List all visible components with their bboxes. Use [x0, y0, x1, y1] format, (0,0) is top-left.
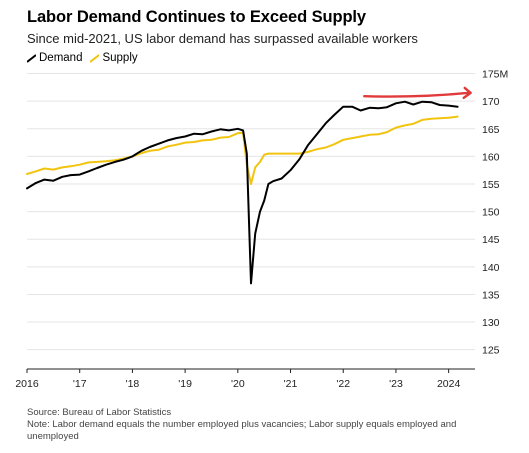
legend-swatch-demand [27, 53, 36, 63]
y-tick-label: 170 [482, 96, 500, 108]
y-tick-label: 165 [482, 124, 500, 136]
legend-label-supply: Supply [102, 52, 138, 64]
y-tick-label: 125 [482, 345, 500, 357]
chart-note: Note: Labor demand equals the number emp… [27, 419, 457, 442]
chart-source: Source: Bureau of Labor Statistics [27, 407, 172, 418]
x-tick-label: 2016 [15, 378, 39, 390]
x-tick-label: 2024 [437, 378, 461, 390]
y-tick-label: 175M [482, 69, 508, 81]
series-line-demand [26, 100, 459, 285]
x-tick-label: '22 [336, 378, 350, 390]
legend-swatch-supply [90, 53, 100, 63]
chart-legend: Demand Supply [27, 52, 138, 64]
chart-title: Labor Demand Continues to Exceed Supply [27, 8, 366, 26]
y-tick-label: 140 [482, 262, 500, 274]
y-tick-label: 130 [482, 317, 500, 329]
y-tick-label: 135 [482, 289, 500, 301]
legend-item-demand: Demand [27, 52, 82, 64]
series-line-supply [26, 115, 459, 185]
y-tick-label: 155 [482, 179, 500, 191]
x-tick-label: '19 [178, 378, 192, 390]
y-tick-label: 145 [482, 234, 500, 246]
y-tick-label: 160 [482, 151, 500, 163]
x-tick-label: '21 [284, 378, 298, 390]
x-tick-label: '18 [126, 378, 140, 390]
annotation-arrow-line [363, 91, 469, 98]
annotation-arrow-head [462, 86, 472, 100]
x-tick-label: '17 [73, 378, 87, 390]
x-tick-label: '23 [389, 378, 403, 390]
x-tick-label: '20 [231, 378, 245, 390]
legend-label-demand: Demand [39, 52, 83, 64]
y-tick-label: 150 [482, 207, 500, 219]
legend-item-supply: Supply [90, 52, 138, 64]
chart-subtitle: Since mid-2021, US labor demand has surp… [27, 31, 418, 46]
